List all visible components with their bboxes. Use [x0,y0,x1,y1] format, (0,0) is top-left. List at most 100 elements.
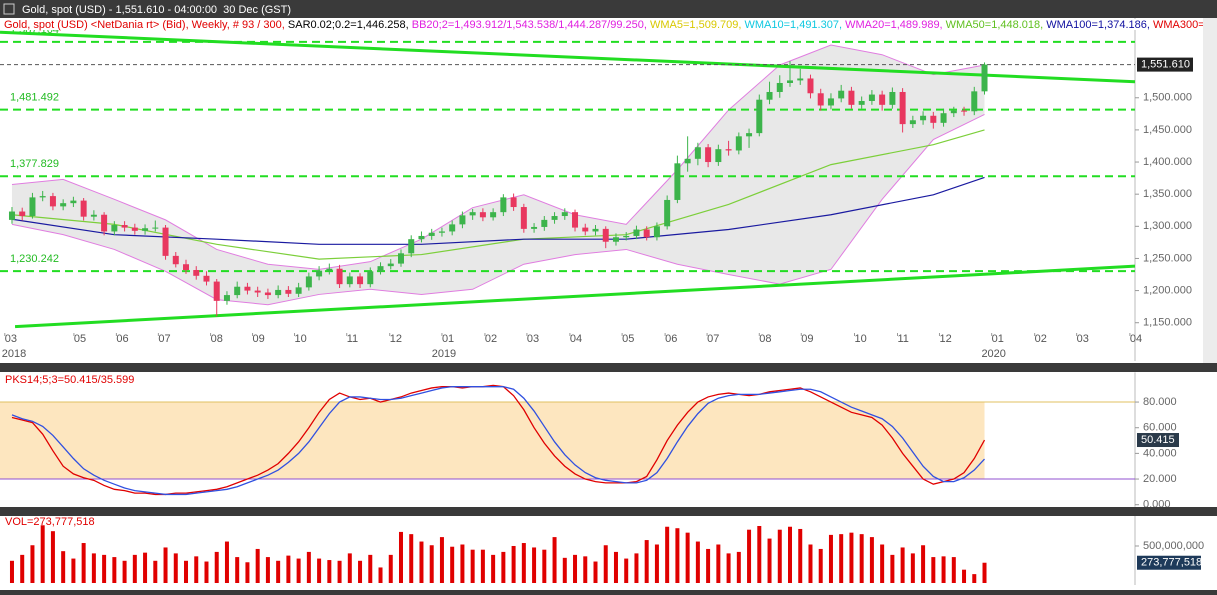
volume-bar [255,548,260,583]
legend-entry: BB20;2=1,493.912/1,543.538/1,444.287/99.… [412,19,650,31]
volume-bar [726,553,731,583]
trend-line [14,264,1136,329]
candle-body [950,110,957,114]
volume-bar [71,558,76,583]
candle-body [264,292,271,296]
volume-bar [30,545,35,583]
x-tick-label: 05 [622,333,634,345]
candle-body [961,110,968,112]
candle-body [111,225,118,232]
volume-bar [143,552,148,583]
panel-separator[interactable] [0,507,1217,516]
legend-bg [0,19,1217,30]
candle-body [612,237,619,242]
volume-bar [849,532,854,583]
volume-bar [163,547,168,583]
bottom-border [0,590,1217,595]
volume-bar [327,560,332,583]
scroll-strip[interactable] [1203,18,1217,363]
volume-bar [224,541,229,583]
candle-body [285,289,292,294]
candle-body [387,263,394,267]
volume-bar [593,561,598,583]
candle-body [633,229,640,236]
moving-average [11,176,985,245]
bollinger-line [11,44,985,270]
candle-body [121,225,128,228]
candle-body [101,214,108,232]
volume-bar [194,556,199,583]
legend-entry: WMA50=1,448.018, [946,19,1047,31]
candle-body [838,90,845,99]
legend-entry: WMA5=1,509.709, [650,19,744,31]
candle-body [705,147,712,163]
candle-body [725,149,732,151]
candle-body [920,115,927,121]
volume-bar [583,556,588,583]
y-tick-label: 500,000,000 [1143,540,1204,552]
x-tick-label: 03 [5,333,17,345]
panel-separator[interactable] [0,363,1217,372]
volume-bar [777,529,782,583]
volume-bar [665,526,670,583]
volume-bar [788,526,793,583]
candle-body [868,94,875,101]
band-zone [0,402,985,480]
candle-body [193,270,200,276]
volume-bar [951,557,956,583]
candle-body [541,219,548,227]
indicator-title: VOL=273,777,518 [5,516,95,528]
volume-bar [204,561,209,583]
candle-body [131,227,138,231]
candle-body [438,231,445,233]
volume-bar [450,546,455,583]
candle-body [234,286,241,296]
volume-bar [337,560,342,583]
volume-bar [276,560,281,583]
title-bar [0,0,1217,18]
candle-body [39,196,46,198]
stochastic-line [11,386,985,496]
candle-body [459,215,466,225]
candle-body [561,212,568,217]
candle-body [295,287,302,294]
candle-body [848,90,855,105]
x-tick-label: 10 [855,333,867,345]
candle-body [746,133,753,137]
candle-body [592,228,599,232]
candle-body [930,115,937,123]
volume-bar [112,557,117,583]
year-label: 2018 [2,348,26,360]
volume-bar [808,544,813,583]
trend-line [0,30,1136,84]
window-title: Gold, spot (USD) - 1,551.610 - 04:00:00 … [22,4,291,16]
candle-body [735,136,742,151]
candle-body [664,199,671,227]
candle-body [817,93,824,106]
candle-body [766,91,773,100]
price-legend: Gold, spot (USD) <NetDania rt> (Bid), We… [4,19,1217,31]
volume-bar [869,537,874,583]
year-label: 2020 [981,348,1005,360]
volume-bar [634,553,639,583]
volume-bar [828,534,833,583]
volume-bar [91,553,96,583]
candle-body [162,227,169,256]
candle-body [254,290,261,293]
volume-bar [880,544,885,583]
window-icon[interactable] [3,3,15,15]
volume-bar [818,548,823,583]
volume-bar [931,557,936,583]
volume-bar [378,567,383,583]
volume-bar [347,553,352,583]
level-label: 1,377.829 [10,158,59,170]
x-tick-label: 02 [485,333,497,345]
candle-body [899,91,906,125]
volume-bar [306,551,311,583]
x-tick-label: 07 [707,333,719,345]
volume-bar [173,553,178,583]
volume-bar [532,547,537,583]
candle-body [29,197,36,217]
volume-bar [460,544,465,583]
candle-body [827,98,834,106]
